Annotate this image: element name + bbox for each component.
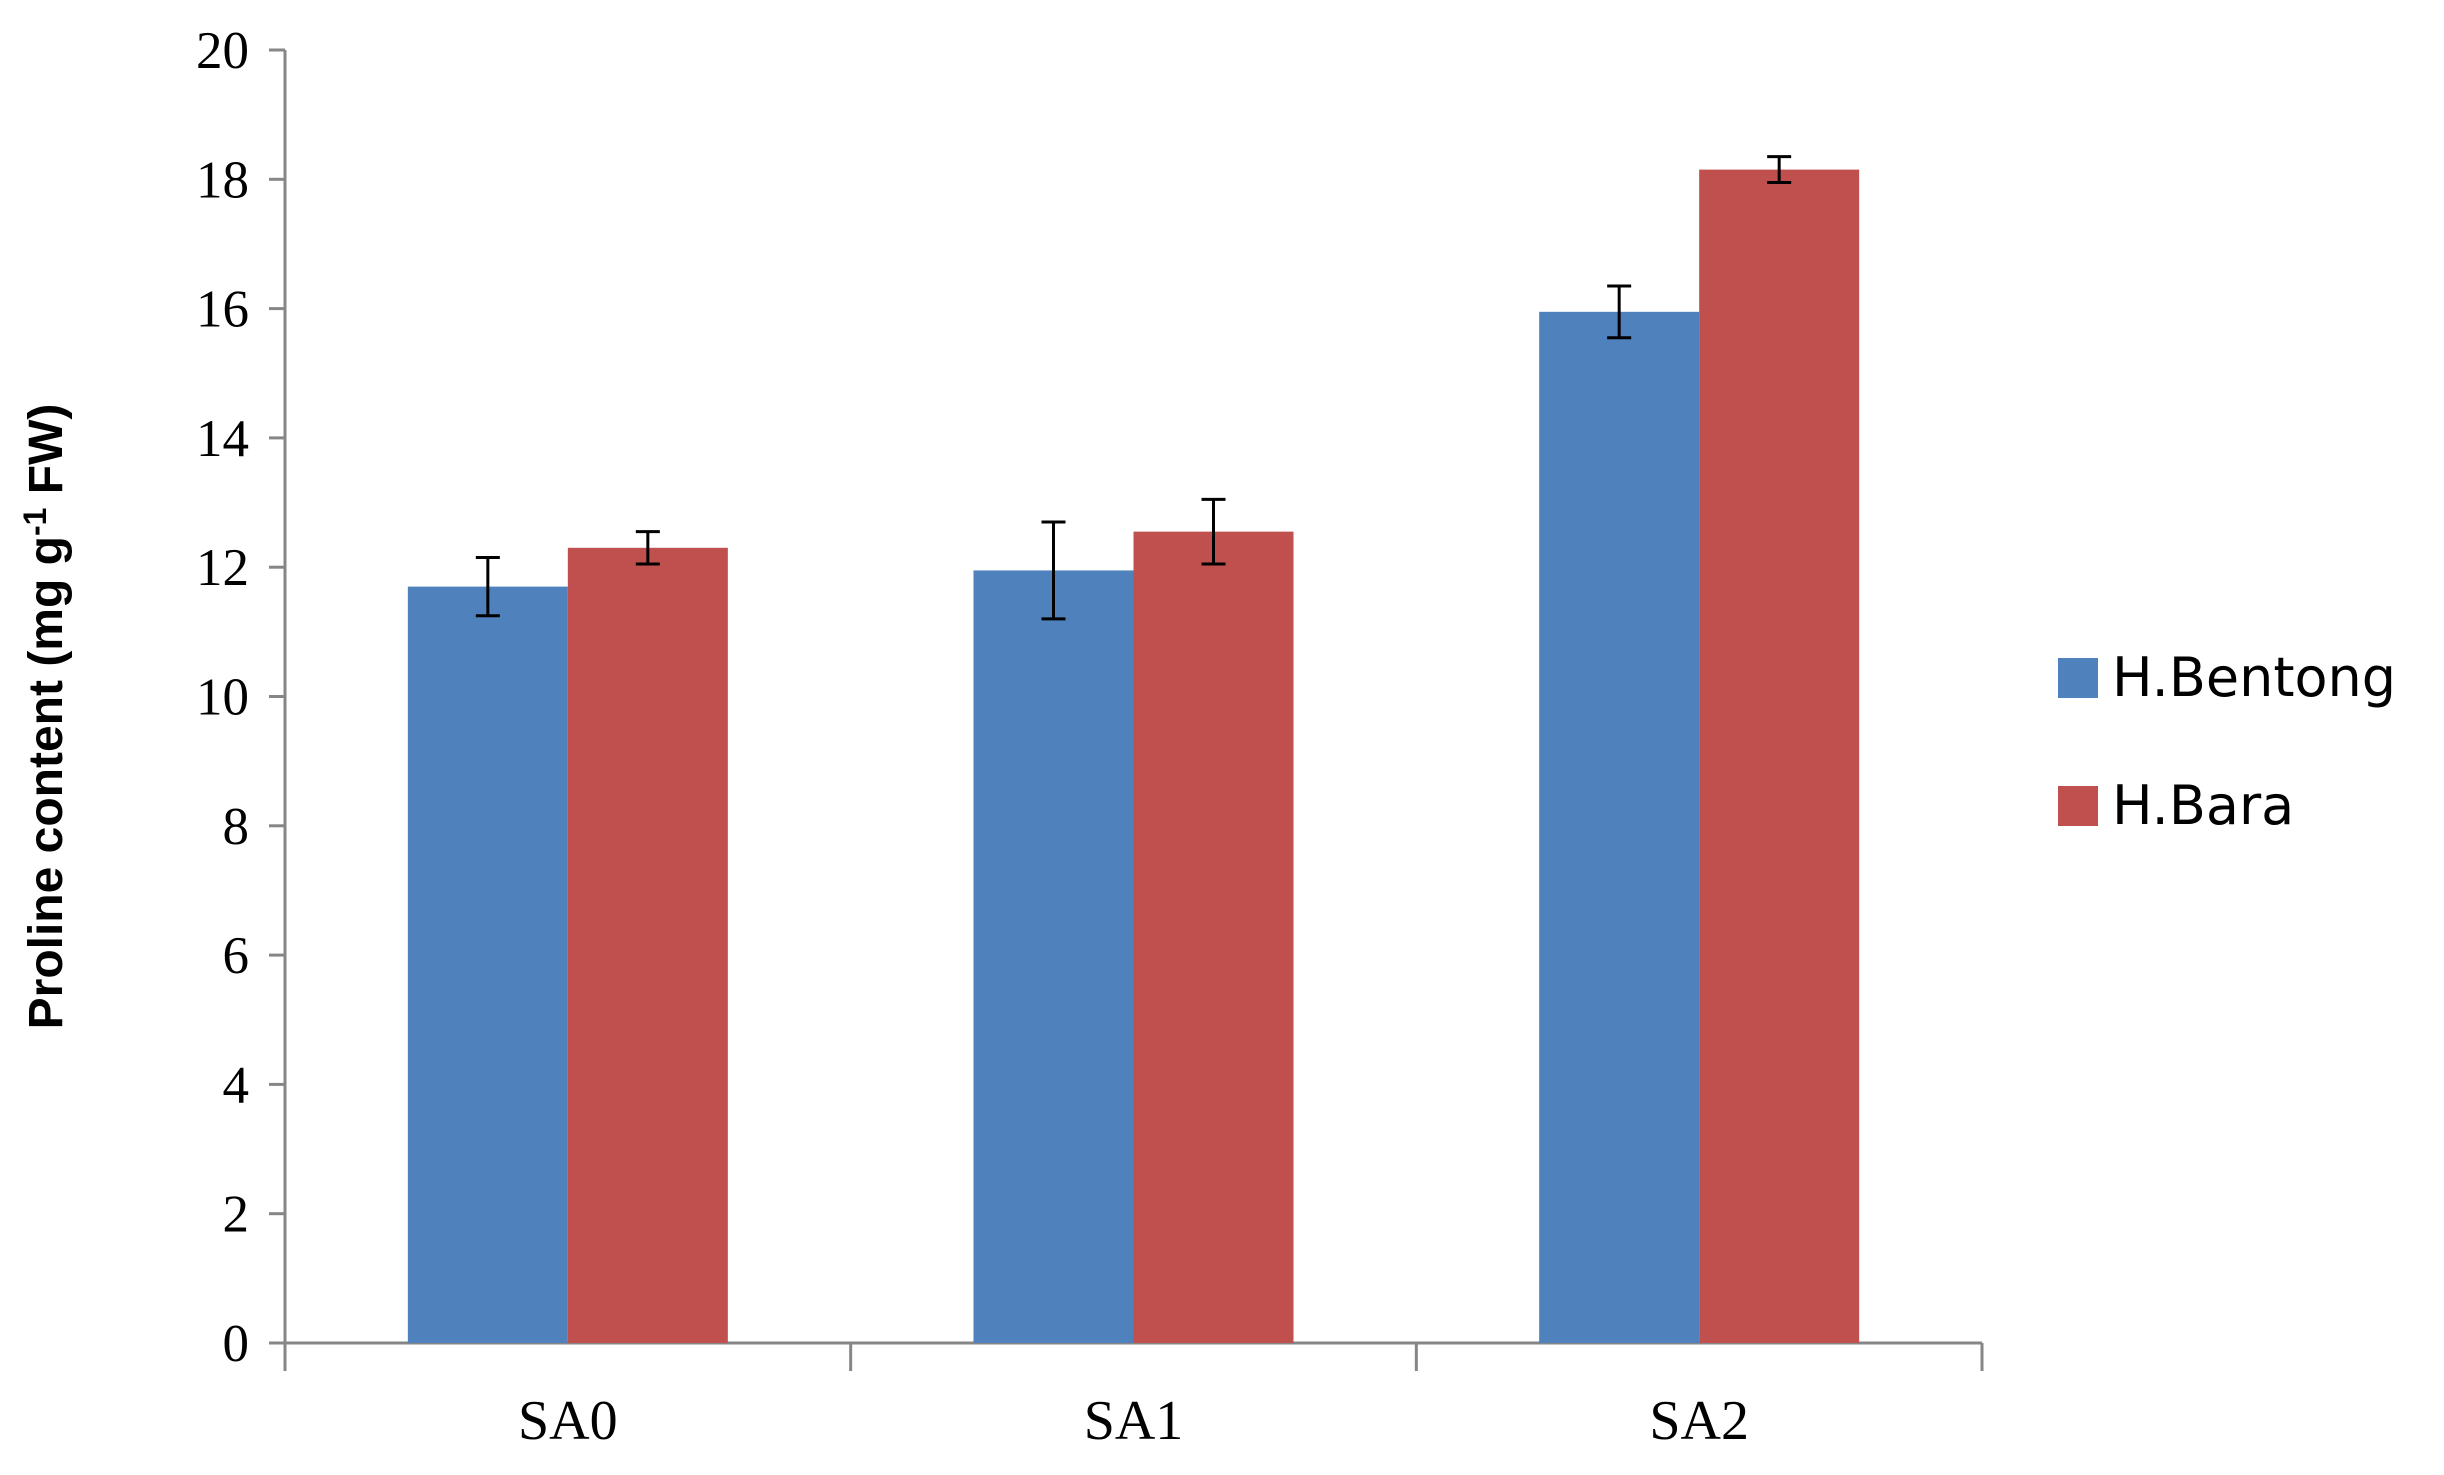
y-tick-label: 12 [196,539,249,597]
y-tick-label: 14 [196,410,249,468]
y-tick-label: 0 [223,1315,250,1373]
y-axis-title-main: Proline content (mg g [20,536,73,1029]
bar [1539,311,1700,1343]
y-tick-label: 2 [223,1186,250,1244]
y-tick-label: 18 [196,151,249,209]
y-tick-label: 10 [196,669,249,727]
legend-label: H.Bentong [2112,646,2396,709]
bar [1699,169,1860,1343]
legend-swatch [2058,658,2098,698]
y-tick-label: 16 [196,281,249,339]
y-axis-title-superscript: -1 [17,508,53,536]
x-tick-label: SA2 [1649,1390,1749,1452]
legend-label: H.Bara [2112,774,2294,837]
y-axis-title-suffix: FW) [20,404,73,508]
x-axis: SA0 SA1 SA2 [283,1341,1984,1452]
y-axis: 0 2 4 6 8 10 12 14 16 18 20 [196,22,287,1373]
bar [407,586,568,1343]
error-bars [475,155,1792,621]
y-axis-title: Proline content (mg g-1 FW) [17,404,73,1030]
y-tick-label: 20 [196,22,249,80]
bar [973,570,1134,1343]
y-axis-label: Proline content (mg g-1 FW) [17,404,73,1030]
bar [567,547,728,1343]
y-tick-label: 8 [223,798,250,856]
bar [1133,531,1294,1343]
legend-swatch [2058,786,2098,826]
y-tick-label: 4 [223,1056,250,1114]
legend: H.Bentong H.Bara [2058,646,2396,837]
x-tick-label: SA0 [518,1390,618,1452]
x-tick-label: SA1 [1084,1390,1184,1452]
y-tick-label: 6 [223,927,250,985]
bars [407,169,1860,1343]
